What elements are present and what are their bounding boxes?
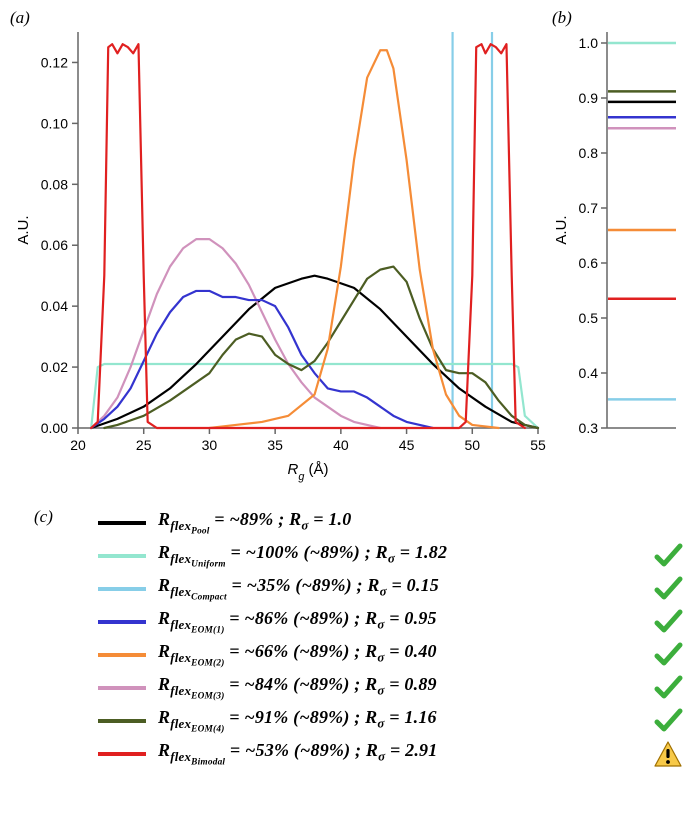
- legend-row-eom4: RflexEOM(4) = ~91% (~89%) ; Rσ = 1.16: [98, 705, 684, 737]
- panel-a-wrap: (a) 20 25 30 35 40 45 50 55 0.00 0.02 0.04 0.06 0.08…: [8, 8, 548, 493]
- panel-c-wrap: (c) RflexPool = ~89% ; Rσ = 1.0 RflexUnif…: [8, 507, 684, 770]
- svg-text:A.U.: A.U.: [15, 215, 32, 244]
- svg-text:1.0: 1.0: [579, 35, 599, 51]
- legend-swatch: [98, 719, 146, 723]
- svg-text:0.4: 0.4: [579, 365, 599, 381]
- legend-text: RflexEOM(2) = ~66% (~89%) ; Rσ = 0.40: [158, 641, 640, 668]
- svg-text:0.5: 0.5: [579, 310, 599, 326]
- panel-a-chart: 20 25 30 35 40 45 50 55 0.00 0.02 0.04 0.06 0.08 0.10…: [8, 8, 548, 488]
- legend-row-bimodal: RflexBimodal = ~53% (~89%) ; Rσ = 2.91: [98, 738, 684, 770]
- svg-text:Rg (Å): Rg (Å): [287, 461, 328, 483]
- legend-swatch: [98, 653, 146, 657]
- svg-text:30: 30: [202, 437, 218, 453]
- svg-text:20: 20: [70, 437, 86, 453]
- legend-text: RflexUniform = ~100% (~89%) ; Rσ = 1.82: [158, 542, 640, 569]
- svg-text:0.06: 0.06: [41, 237, 68, 253]
- svg-text:45: 45: [399, 437, 415, 453]
- panel-b-label: (b): [552, 8, 572, 28]
- legend-text: RflexEOM(4) = ~91% (~89%) ; Rσ = 1.16: [158, 707, 640, 734]
- svg-text:0.08: 0.08: [41, 176, 68, 192]
- legend-row-eom1: RflexEOM(1) = ~86% (~89%) ; Rσ = 0.95: [98, 606, 684, 638]
- panel-b-chart: 0.3 0.4 0.5 0.6 0.7 0.8 0.9 1.0 A.U.: [552, 8, 682, 488]
- legend-row-uniform: RflexUniform = ~100% (~89%) ; Rσ = 1.82: [98, 540, 684, 572]
- legend-text: RflexBimodal = ~53% (~89%) ; Rσ = 2.91: [158, 740, 640, 767]
- svg-text:40: 40: [333, 437, 349, 453]
- legend-text: RflexEOM(1) = ~86% (~89%) ; Rσ = 0.95: [158, 608, 640, 635]
- svg-text:0.12: 0.12: [41, 54, 68, 70]
- warning-icon: [652, 738, 684, 770]
- legend-swatch: [98, 587, 146, 591]
- svg-text:0.02: 0.02: [41, 359, 68, 375]
- legend-swatch: [98, 620, 146, 624]
- check-icon: [652, 672, 684, 704]
- legend-text: RflexCompact = ~35% (~89%) ; Rσ = 0.15: [158, 575, 640, 602]
- legend-swatch: [98, 686, 146, 690]
- svg-text:0.00: 0.00: [41, 420, 68, 436]
- svg-text:25: 25: [136, 437, 152, 453]
- check-icon: [652, 606, 684, 638]
- legend-mark-empty: [652, 507, 684, 539]
- panel-c-label: (c): [34, 507, 53, 527]
- legend-row-compact: RflexCompact = ~35% (~89%) ; Rσ = 0.15: [98, 573, 684, 605]
- svg-text:55: 55: [530, 437, 546, 453]
- svg-text:0.9: 0.9: [579, 90, 599, 106]
- svg-text:0.3: 0.3: [579, 420, 599, 436]
- legend-text: RflexPool = ~89% ; Rσ = 1.0: [158, 509, 640, 536]
- legend-row-eom2: RflexEOM(2) = ~66% (~89%) ; Rσ = 0.40: [98, 639, 684, 671]
- svg-text:0.10: 0.10: [41, 115, 68, 131]
- check-icon: [652, 705, 684, 737]
- svg-text:A.U.: A.U.: [553, 215, 570, 244]
- svg-text:0.7: 0.7: [579, 200, 599, 216]
- legend-swatch: [98, 521, 146, 525]
- legend-swatch: [98, 554, 146, 558]
- panel-c-legend: RflexPool = ~89% ; Rσ = 1.0 RflexUniform …: [98, 507, 684, 770]
- legend-row-pool: RflexPool = ~89% ; Rσ = 1.0: [98, 507, 684, 539]
- panel-a-label: (a): [10, 8, 30, 28]
- chart-panels: (a) 20 25 30 35 40 45 50 55 0.00 0.02 0.04 0.06 0.08…: [8, 8, 684, 493]
- legend-swatch: [98, 752, 146, 756]
- check-icon: [652, 573, 684, 605]
- svg-text:0.8: 0.8: [579, 145, 599, 161]
- svg-text:35: 35: [267, 437, 283, 453]
- check-icon: [652, 540, 684, 572]
- svg-text:0.6: 0.6: [579, 255, 599, 271]
- svg-text:0.04: 0.04: [41, 298, 68, 314]
- check-icon: [652, 639, 684, 671]
- svg-text:50: 50: [464, 437, 480, 453]
- panel-b-wrap: (b) 0.3 0.4 0.5 0.6 0.7 0.8 0.9 1.0 A.U.: [552, 8, 682, 493]
- legend-row-eom3: RflexEOM(3) = ~84% (~89%) ; Rσ = 0.89: [98, 672, 684, 704]
- legend-text: RflexEOM(3) = ~84% (~89%) ; Rσ = 0.89: [158, 674, 640, 701]
